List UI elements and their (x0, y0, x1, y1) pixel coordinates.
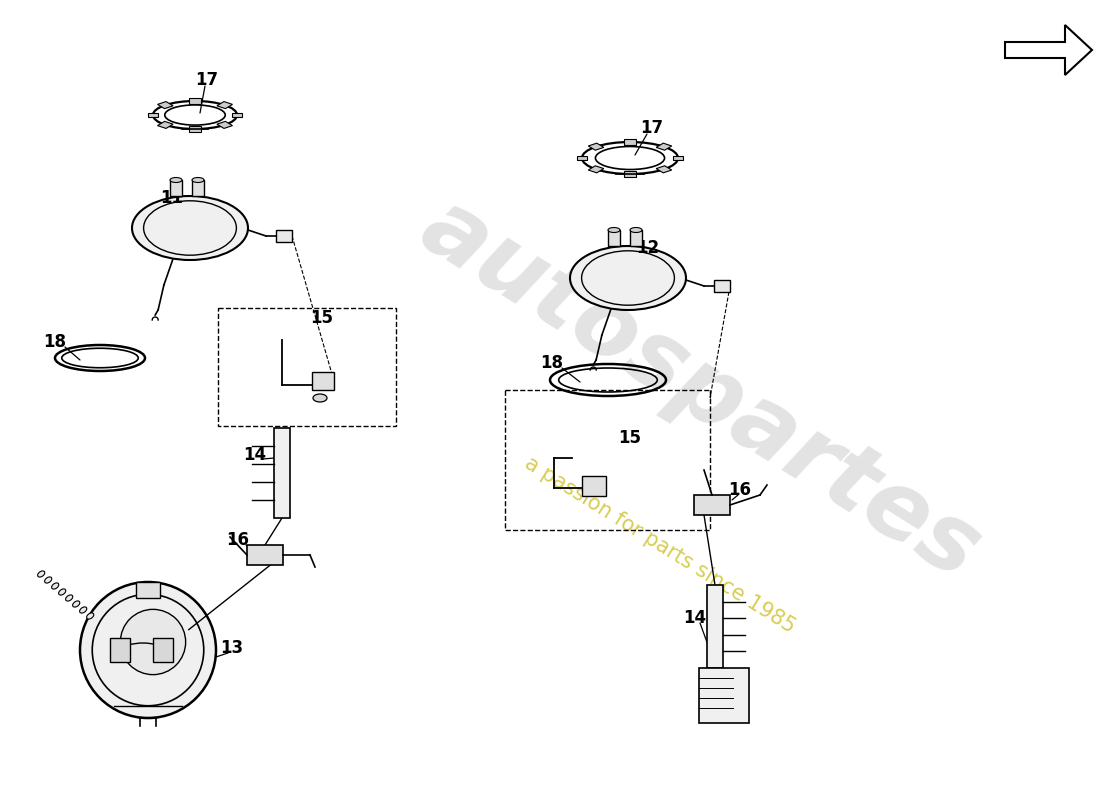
Polygon shape (157, 102, 173, 109)
Text: 12: 12 (637, 239, 660, 257)
Text: 13: 13 (220, 639, 243, 657)
Bar (582, 476, 606, 496)
Polygon shape (217, 122, 232, 129)
Polygon shape (217, 102, 232, 109)
Bar (192, 180, 204, 196)
Bar (276, 230, 292, 242)
Ellipse shape (58, 589, 66, 595)
Circle shape (80, 582, 216, 718)
Ellipse shape (52, 583, 58, 589)
Ellipse shape (66, 595, 73, 601)
Text: 11: 11 (161, 189, 184, 207)
Polygon shape (657, 166, 672, 173)
Text: 18: 18 (44, 333, 66, 351)
Ellipse shape (630, 227, 642, 233)
Bar (248, 545, 283, 565)
Polygon shape (588, 143, 604, 150)
Text: 14: 14 (683, 609, 706, 627)
Bar (153, 638, 173, 662)
Polygon shape (189, 98, 201, 104)
Ellipse shape (37, 571, 45, 577)
Ellipse shape (73, 601, 80, 607)
Bar (694, 495, 730, 515)
Polygon shape (624, 139, 636, 145)
Polygon shape (157, 122, 173, 129)
Text: 18: 18 (540, 354, 563, 372)
Bar (608, 230, 620, 246)
Bar (630, 230, 642, 246)
Ellipse shape (192, 178, 204, 182)
Polygon shape (578, 156, 587, 160)
Ellipse shape (170, 178, 182, 182)
Bar (110, 638, 130, 662)
Bar (698, 668, 749, 723)
Circle shape (120, 610, 186, 674)
Text: 17: 17 (196, 71, 219, 89)
Ellipse shape (570, 246, 686, 310)
Bar (218, 308, 396, 426)
Bar (714, 280, 730, 292)
Ellipse shape (608, 227, 620, 233)
Text: 16: 16 (728, 481, 751, 499)
Ellipse shape (314, 394, 327, 402)
Bar (274, 428, 290, 518)
Polygon shape (148, 113, 158, 117)
Text: 14: 14 (243, 446, 266, 464)
Polygon shape (624, 171, 636, 177)
Bar (707, 585, 723, 668)
Polygon shape (657, 143, 672, 150)
Bar (170, 180, 182, 196)
Ellipse shape (132, 196, 248, 260)
Text: 17: 17 (640, 119, 663, 137)
Ellipse shape (87, 613, 94, 619)
Polygon shape (232, 113, 242, 117)
Text: autospartes: autospartes (404, 182, 997, 598)
Text: 16: 16 (227, 531, 250, 549)
Text: 15: 15 (310, 309, 333, 327)
Polygon shape (189, 126, 201, 132)
Polygon shape (673, 156, 683, 160)
Bar (505, 390, 710, 530)
Ellipse shape (79, 607, 87, 613)
Bar (312, 372, 334, 390)
Ellipse shape (45, 577, 52, 583)
Text: 15: 15 (618, 429, 641, 447)
Polygon shape (588, 166, 604, 173)
Text: a passion for parts since 1985: a passion for parts since 1985 (521, 453, 799, 637)
Bar (136, 582, 160, 598)
